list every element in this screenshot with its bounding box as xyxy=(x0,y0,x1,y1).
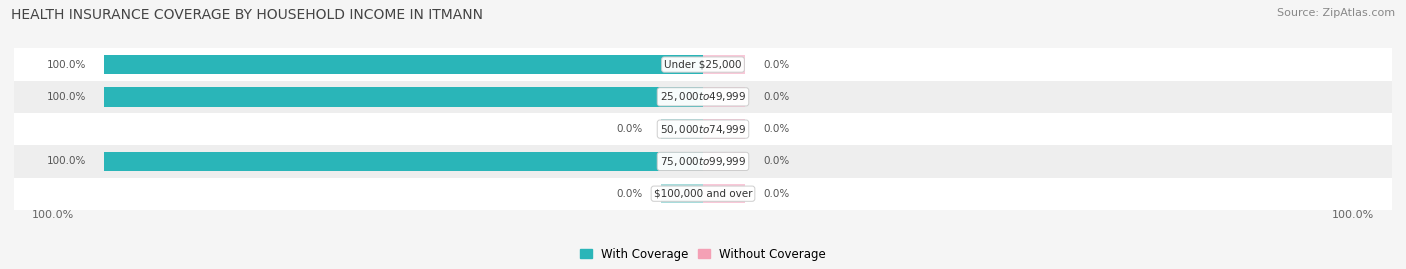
Bar xyxy=(14,48,1392,81)
Bar xyxy=(104,87,703,107)
Bar xyxy=(104,152,703,171)
Text: 0.0%: 0.0% xyxy=(763,92,789,102)
Text: 100.0%: 100.0% xyxy=(1331,210,1374,220)
Text: 0.0%: 0.0% xyxy=(763,156,789,167)
Bar xyxy=(661,119,703,139)
Text: Source: ZipAtlas.com: Source: ZipAtlas.com xyxy=(1277,8,1395,18)
Text: 100.0%: 100.0% xyxy=(46,59,86,70)
Text: Under $25,000: Under $25,000 xyxy=(664,59,742,70)
Text: 0.0%: 0.0% xyxy=(763,189,789,199)
Text: 100.0%: 100.0% xyxy=(46,92,86,102)
Text: $100,000 and over: $100,000 and over xyxy=(654,189,752,199)
Text: $75,000 to $99,999: $75,000 to $99,999 xyxy=(659,155,747,168)
Text: 100.0%: 100.0% xyxy=(32,210,75,220)
Text: $50,000 to $74,999: $50,000 to $74,999 xyxy=(659,123,747,136)
Text: $25,000 to $49,999: $25,000 to $49,999 xyxy=(659,90,747,103)
Bar xyxy=(14,81,1392,113)
Text: 100.0%: 100.0% xyxy=(46,156,86,167)
Bar xyxy=(703,152,745,171)
Bar xyxy=(104,55,703,74)
Bar xyxy=(703,55,745,74)
Text: 0.0%: 0.0% xyxy=(763,59,789,70)
Bar xyxy=(14,113,1392,145)
Bar xyxy=(14,145,1392,178)
Bar xyxy=(661,184,703,203)
Bar xyxy=(703,87,745,107)
Text: 0.0%: 0.0% xyxy=(763,124,789,134)
Text: HEALTH INSURANCE COVERAGE BY HOUSEHOLD INCOME IN ITMANN: HEALTH INSURANCE COVERAGE BY HOUSEHOLD I… xyxy=(11,8,484,22)
Bar xyxy=(14,178,1392,210)
Legend: With Coverage, Without Coverage: With Coverage, Without Coverage xyxy=(575,243,831,265)
Text: 0.0%: 0.0% xyxy=(617,189,643,199)
Text: 0.0%: 0.0% xyxy=(617,124,643,134)
Bar xyxy=(703,184,745,203)
Bar xyxy=(703,119,745,139)
